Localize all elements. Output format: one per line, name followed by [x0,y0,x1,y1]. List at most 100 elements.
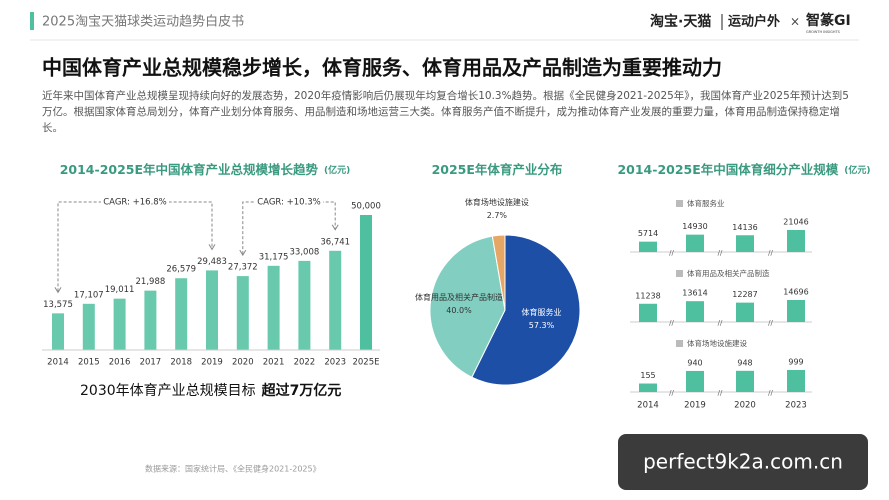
x-tick-label: 2016 [109,358,131,368]
value-label: 13,575 [43,300,73,310]
annotation: CAGR: +16.8% [103,198,167,208]
logo: GROWTH INSIGHTS [806,30,841,34]
source: 数据来源：国家统计局、《全民健身2021-2025》 [145,464,321,474]
value-label: 29,483 [197,257,227,267]
bar [236,276,249,350]
value-label: 5714 [638,229,658,238]
panel-icon [676,270,683,277]
annotation: CAGR: +10.3% [257,198,321,208]
unit: (亿元) [324,164,350,176]
header-title: 2025淘宝天猫球类运动趋势白皮书 [42,14,244,30]
x-tick-label: 2022 [294,358,316,368]
value-label: 31,175 [259,252,289,262]
value-label: 999 [788,358,803,367]
x-tick-label: 2018 [170,358,192,368]
axis-break: // [718,389,723,397]
bar [639,303,657,322]
x-tick-label: 2021 [263,358,285,368]
title-text: 2014-2025E年中国体育细分产业规模 [617,162,838,177]
value-label: 14696 [783,288,808,297]
axis-break: // [718,249,723,257]
x-tick-label: 2023 [324,358,346,368]
cagr-arrow [239,249,247,257]
axis-break: // [768,389,773,397]
axis-break: // [669,249,674,257]
bar [329,250,342,350]
chart-title: 2014-2025E年中国体育细分产业规模 (亿元) [617,162,870,177]
logo: × [790,15,800,29]
bar [639,241,657,252]
logo: 淘宝·天猫 [650,13,711,30]
note: 2030年体育产业总规模目标 超过7万亿元 [80,382,341,399]
x-tick-label: 2020 [734,401,756,411]
bar [360,215,372,350]
value-label: 19,011 [105,285,135,295]
note-text: 2030年体育产业总规模目标 [80,383,256,399]
value-label: 12287 [732,290,757,299]
bar [113,298,126,350]
axis-break: // [669,319,674,327]
cagr-arrow [208,244,216,251]
value-label: 14136 [732,223,757,232]
x-tick-label: 2014 [637,401,659,411]
x-tick-label: 2014 [47,358,69,368]
value-label: 21,988 [136,277,166,287]
slice-value: 57.3% [529,321,555,330]
axis-break: // [718,319,723,327]
value-label: 36,741 [320,237,350,247]
axis-break: // [669,389,674,397]
value-label: 940 [687,358,702,367]
bar [206,270,218,350]
x-tick-label: 2025E [352,358,379,368]
cagr-arrow [54,287,62,294]
body-text: 近年来中国体育产业总规模呈现持续向好的发展态势，2020年疫情影响后仍展现年均复… [42,90,849,134]
bar [686,370,704,392]
logo: 智篆GI [805,12,851,29]
x-tick-label: 2020 [232,358,254,368]
bar [686,234,704,252]
chart-title: 2025E年体育产业分布 [432,162,563,177]
value-label: 11238 [635,291,660,300]
bar [686,301,704,322]
legend-label: 体育服务业 [687,198,725,208]
value-label: 17,107 [74,290,104,300]
value-label: 13614 [682,289,707,298]
x-tick-label: 2015 [78,358,100,368]
value-label: 27,372 [228,263,258,273]
value-label: 155 [640,371,655,380]
title-text: 2014-2025E年中国体育产业总规模增长趋势 [60,162,319,177]
unit: (亿元) [844,164,870,176]
bar [736,235,754,252]
bar [175,278,188,350]
pie-slice [429,235,506,378]
note-emphasis: 超过7万亿元 [261,382,342,399]
x-tick-label: 2017 [140,358,162,368]
watermark: perfect9k2a.com.cn [643,450,843,474]
bar [787,230,805,252]
axis-break: // [768,319,773,327]
value-label: 33,008 [290,247,320,257]
bar [82,303,95,350]
x-tick-label: 2019 [684,401,706,411]
header-accent [30,12,34,30]
bar [267,265,280,350]
watermark-box [618,434,868,490]
cagr-bracket [242,201,336,255]
value-label: 14930 [682,222,707,231]
slice-label: 体育场地设施建设 [465,197,529,207]
logo: 运动户外 [728,14,780,30]
value-label: 26,579 [166,265,196,275]
value-label: 50,000 [351,202,381,212]
x-tick-label: 2023 [785,401,807,411]
chart-title: 2014-2025E年中国体育产业总规模增长趋势 (亿元) [60,162,351,177]
bar [787,370,805,392]
bar [736,302,754,322]
cagr-label-bg [101,195,169,209]
bar [787,300,805,322]
cagr-label-bg [255,195,323,209]
headline: 中国体育产业总规模稳步增长，体育服务、体育用品及产品制造为重要推动力 [42,56,722,80]
bar [52,313,64,350]
x-tick-label: 2019 [201,358,223,368]
pie-slice [471,234,581,386]
